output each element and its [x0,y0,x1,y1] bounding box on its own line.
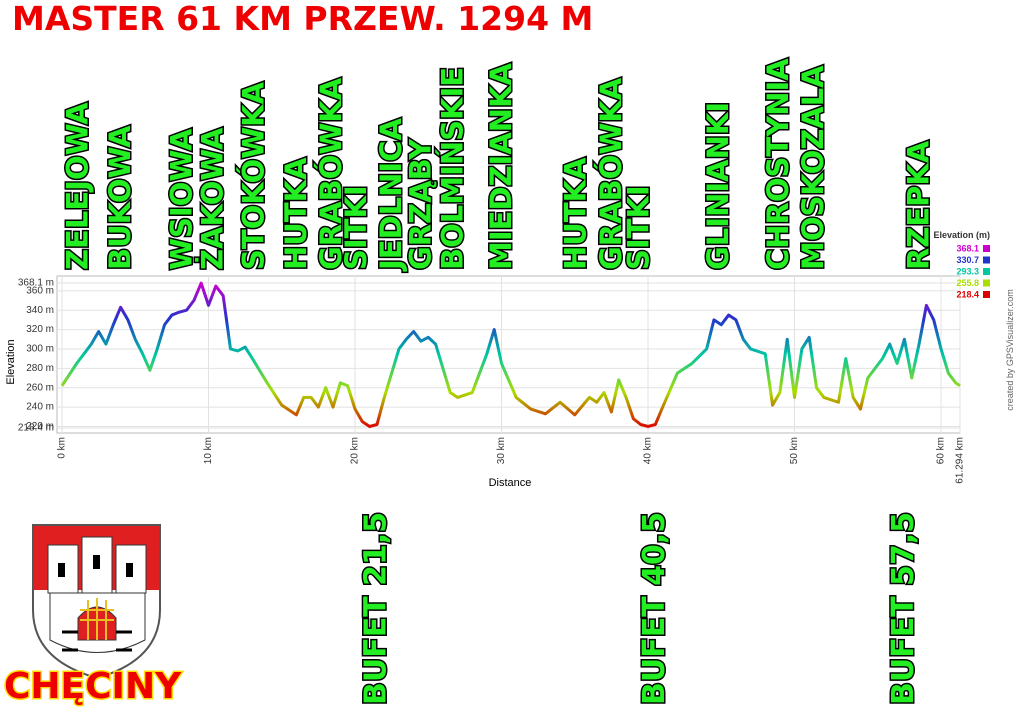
town-name: CHĘCINY [4,666,182,707]
place-label: MIEDZIANKA [484,62,518,270]
legend-swatch [983,256,990,264]
x-tick-label: 60 km [936,437,947,464]
place-label: GRZĄBY [403,138,437,270]
place-label: GRABÓWKA [594,77,628,270]
place-label: WSIOWA [165,128,199,270]
place-label: BOLMIŃSKIE [436,67,470,270]
bufet-label: BUFET 57,5 [886,512,921,705]
legend-swatch [983,291,990,298]
place-label: HUTKA [559,157,593,270]
bufet-label: BUFET 21,5 [358,512,393,705]
title: MASTER 61 KM PRZEW. 1294 M [12,0,593,38]
legend-swatch [983,279,990,287]
place-label: RZEPKA [902,140,936,270]
x-tick-label: 0 km [57,437,68,459]
legend-label: 218.4 [956,289,979,299]
place-label: STOKÓWKA [236,81,270,270]
x-tick-label: 20 km [350,437,361,464]
place-label: GLINIANKI [701,102,735,270]
x-tick-label: 30 km [496,437,507,464]
legend-swatch [983,245,990,252]
legend-label: 330.7 [956,255,979,265]
place-label: CHROSTYNIA [761,58,795,270]
y-tick-label: 240 m [26,402,54,413]
legend-title: Elevation (m) [933,230,990,240]
credit: created by GPSVisualizer.com [1005,289,1015,410]
place-label: HUTKA [279,157,313,270]
x-tick-label: 50 km [789,437,800,464]
y-tick-label: 220 m [26,421,54,432]
place-label: MOSKOZALA [796,65,830,270]
x-tick-label: 10 km [203,437,214,464]
y-tick-label: 360 m [26,285,54,296]
place-label: GRABÓWKA [314,77,348,270]
place-label: JEDLNICA [374,118,408,272]
y-tick-label: 368.1 m [18,278,54,289]
x-tick-label: 61.294 km [955,437,966,484]
place-label: BUKOWA [103,125,137,270]
elevation-line [60,281,961,428]
legend-label: 255.8 [956,278,979,288]
y-axis-label: Elevation [5,339,17,384]
place-label: ŻAKOWA [195,127,229,270]
y-tick-label: 300 m [26,344,54,355]
y-tick-label: 340 m [26,305,54,316]
y-tick-label: 218.4 m [18,423,54,434]
place-label: SITKI [339,185,373,270]
legend-label: 368.1 [956,243,979,253]
x-tick-label: 40 km [643,437,654,464]
y-tick-label: 260 m [26,382,54,393]
y-tick-label: 320 m [26,324,54,335]
coat-of-arms [32,524,161,680]
y-tick-label: 280 m [26,363,54,374]
place-label: ZELEJOWA [61,102,95,270]
bufet-label: BUFET 40,5 [637,512,672,705]
place-label: SITKI [622,185,656,270]
x-axis-label: Distance [489,477,532,489]
legend-swatch [983,268,990,275]
plot-frame [56,275,961,434]
legend-label: 293.3 [956,266,979,276]
